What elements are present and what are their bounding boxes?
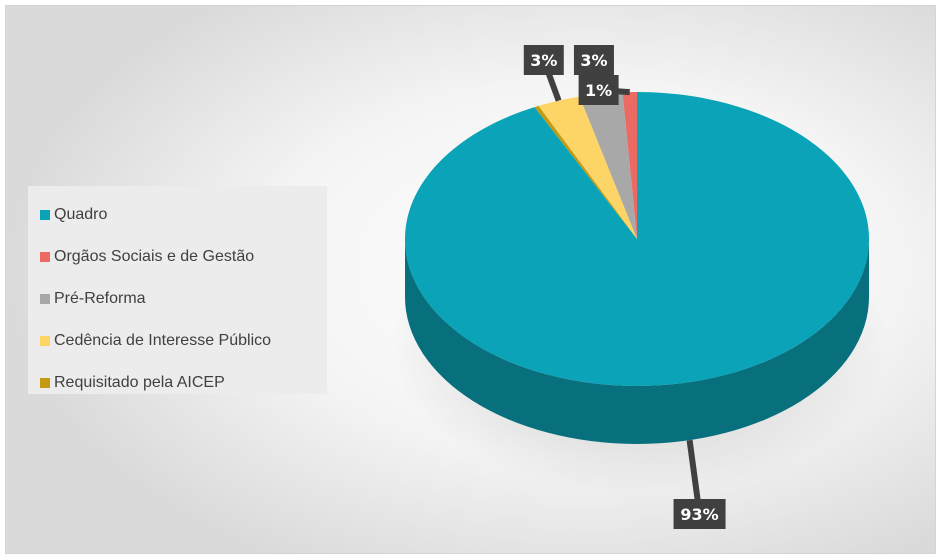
data-label-3: 3%: [530, 51, 557, 70]
data-label-2: 3%: [580, 51, 607, 70]
legend-swatch-quadro: [40, 210, 50, 220]
legend-swatch-pre-reforma: [40, 294, 50, 304]
pie-chart: 93% 1% 3% 3%: [390, 45, 890, 529]
data-label-box-3: [523, 45, 564, 75]
pie-slice-2: [579, 92, 637, 240]
pie-slice-3: [538, 96, 637, 239]
legend-item-quadro: Quadro: [40, 194, 327, 236]
legend-item-requisitado: Requisitado pela AICEP: [40, 362, 327, 404]
pie-slice-4: [534, 105, 637, 239]
data-label-1: 1%: [585, 81, 612, 100]
pie-slice-0: [404, 92, 869, 386]
legend-item-cedencia: Cedência de Interesse Público: [40, 320, 327, 362]
legend-item-pre-reforma: Pré-Reforma: [40, 278, 327, 320]
pie-slice-1: [622, 92, 637, 239]
legend-label-requisitado: Requisitado pela AICEP: [54, 374, 225, 391]
legend-label-pre-reforma: Pré-Reforma: [54, 290, 146, 307]
legend-swatch-requisitado: [40, 378, 50, 388]
legend: Quadro Orgãos Sociais e de Gestão Pré-Re…: [28, 186, 327, 394]
data-label-box-2: [573, 45, 614, 75]
pie-side: [405, 239, 869, 444]
legend-item-orgaos-sociais: Orgãos Sociais e de Gestão: [40, 236, 327, 278]
data-label-box-1: [578, 75, 619, 105]
legend-label-quadro: Quadro: [54, 206, 108, 223]
legend-swatch-orgaos-sociais: [40, 252, 50, 262]
legend-label-orgaos-sociais: Orgãos Sociais e de Gestão: [54, 248, 255, 265]
data-label-box-0: [673, 499, 726, 529]
legend-label-cedencia: Cedência de Interesse Público: [54, 332, 272, 349]
legend-swatch-cedencia: [40, 336, 50, 346]
chart-area: Quadro Orgãos Sociais e de Gestão Pré-Re…: [5, 5, 936, 554]
data-label-0: 93%: [680, 505, 718, 524]
